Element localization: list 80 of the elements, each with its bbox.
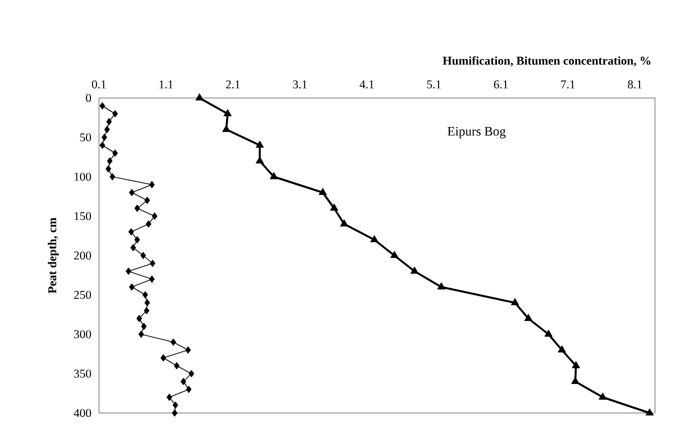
point	[598, 392, 607, 400]
point	[170, 338, 176, 346]
point	[141, 322, 147, 330]
point	[510, 298, 520, 306]
y-tick-label: 0	[86, 94, 92, 102]
y-tick-label: 100	[74, 172, 92, 181]
point	[149, 180, 155, 188]
point	[186, 386, 192, 394]
point	[180, 378, 186, 386]
point	[126, 268, 132, 275]
point	[188, 370, 194, 378]
point	[144, 196, 150, 204]
point	[410, 266, 419, 274]
point	[134, 204, 140, 212]
point	[160, 354, 166, 362]
point	[222, 124, 230, 132]
point	[136, 314, 142, 322]
point	[106, 165, 112, 173]
x-tick-label: 8.1	[628, 80, 642, 88]
point	[256, 140, 264, 148]
point	[112, 110, 118, 118]
x-axis-title: Humification, Bitumen concentration, %	[442, 56, 650, 66]
annotation: Eipurs Bog	[448, 126, 506, 138]
point	[340, 219, 348, 226]
x-tick-label: 7.1	[561, 80, 575, 88]
point	[390, 250, 398, 258]
point	[152, 212, 158, 220]
point	[524, 314, 532, 321]
point	[185, 346, 191, 354]
y-tick-label: 400	[74, 408, 92, 418]
point	[142, 291, 148, 299]
point	[224, 109, 232, 116]
point	[146, 220, 152, 228]
point	[140, 252, 146, 260]
point	[110, 173, 116, 180]
point	[144, 299, 150, 306]
x-tick-label: 0.1	[92, 80, 106, 88]
x-tick-label: 6.1	[494, 80, 508, 88]
point	[138, 330, 144, 338]
x-tick-label: 4.1	[360, 80, 374, 88]
point	[318, 188, 327, 195]
y-tick-label: 200	[74, 251, 92, 260]
x-tick-label: 5.1	[427, 80, 441, 88]
point	[130, 244, 136, 252]
point	[195, 93, 204, 100]
y-tick-label: 50	[80, 133, 92, 142]
point	[150, 260, 156, 268]
y-tick-label: 350	[74, 370, 92, 378]
point	[128, 228, 134, 236]
x-tick-label: 3.1	[293, 80, 307, 88]
y-tick-label: 300	[74, 330, 92, 338]
point	[544, 330, 553, 337]
y-tick-label: 150	[74, 212, 92, 220]
point	[134, 236, 140, 244]
point	[172, 401, 178, 409]
point	[270, 172, 278, 180]
point	[558, 345, 566, 352]
point	[104, 126, 110, 134]
point	[437, 282, 446, 290]
point	[144, 306, 150, 314]
point	[102, 134, 108, 142]
point	[149, 275, 155, 283]
point	[166, 394, 172, 401]
y-axis-title: Peat depth, cm	[48, 218, 59, 294]
point	[106, 157, 113, 165]
point	[370, 235, 378, 242]
point	[330, 204, 338, 211]
point	[646, 408, 654, 416]
point	[106, 118, 112, 126]
point	[174, 362, 180, 370]
point	[100, 142, 106, 149]
point	[129, 283, 135, 291]
x-tick-label: 2.1	[226, 80, 240, 88]
point	[100, 102, 106, 110]
point	[129, 188, 135, 196]
point	[572, 361, 580, 368]
point	[112, 149, 118, 157]
y-tick-label: 250	[74, 290, 92, 299]
x-tick-label: 1.1	[160, 80, 173, 88]
point	[172, 409, 178, 417]
